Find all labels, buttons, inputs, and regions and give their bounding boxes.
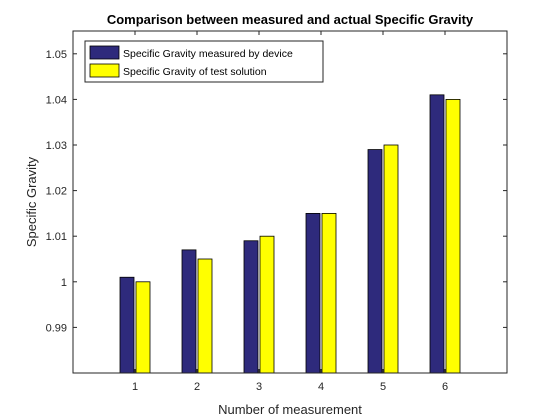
x-axis-label: Number of measurement [218,402,362,417]
bar-series-1-item-5 [367,149,383,374]
legend-box [84,40,324,83]
y-axis-label: Specific Gravity [24,156,39,247]
legend-swatch-measured [89,45,120,60]
y-axis: 0.99 1 1.01 1.02 1.03 1.04 1.05 [46,49,507,334]
bar-series-2-item-4 [321,212,337,374]
y-tick-label: 1.02 [46,186,67,198]
bar-series-2-item-1 [135,281,151,374]
x-axis: 1 2 3 4 5 6 [132,31,448,393]
bar-series-1-item-3 [243,240,259,374]
legend: Specific Gravity measured by device Spec… [84,40,324,83]
y-tick-label: 1.05 [46,49,67,61]
y-tick-label: 1.03 [46,140,67,152]
chart-title: Comparison between measured and actual S… [107,12,474,27]
y-tick-label: 1.04 [46,94,67,106]
legend-label-actual: Specific Gravity of test solution [123,66,267,78]
bar-series-1-item-2 [181,249,197,374]
bar-series-2-item-3 [259,235,275,374]
axes-box [72,30,508,374]
bar-series-1-item-4 [305,212,321,374]
bar-series-2-item-6 [445,99,461,374]
legend-label-measured: Specific Gravity measured by device [123,48,293,60]
y-tick-label: 0.99 [46,322,67,334]
x-tick-label: 4 [318,381,324,393]
legend-swatch-actual [89,63,120,78]
y-tick-label: 1.01 [46,231,67,243]
x-tick-label: 1 [132,381,138,393]
x-tick-label: 5 [380,381,386,393]
x-tick-label: 6 [442,381,448,393]
y-tick-label: 1 [61,277,67,289]
bar-series-1-item-6 [429,94,445,374]
bar-series-2-item-2 [197,258,213,374]
bar-series-2-item-5 [383,144,399,374]
x-tick-label: 3 [256,381,262,393]
x-tick-label: 2 [194,381,200,393]
bar-series-1-item-1 [119,276,135,374]
